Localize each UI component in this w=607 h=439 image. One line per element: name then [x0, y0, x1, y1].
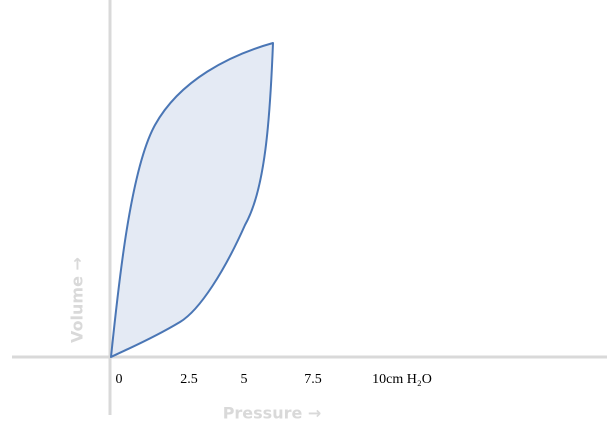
pressure-volume-loop: [110, 42, 274, 358]
x-tick-label: 0: [116, 372, 123, 387]
x-ticks: 0 2.5 5 7.5 10cm H₂O: [116, 372, 432, 387]
x-tick-label: 7.5: [304, 372, 322, 387]
x-axis-label: Pressure →: [223, 404, 322, 423]
y-axis-label: Volume →: [68, 257, 87, 343]
x-tick-label: 5: [241, 372, 248, 387]
x-tick-label: 2.5: [180, 372, 198, 387]
x-tick-label: 10cm H₂O: [372, 372, 432, 387]
